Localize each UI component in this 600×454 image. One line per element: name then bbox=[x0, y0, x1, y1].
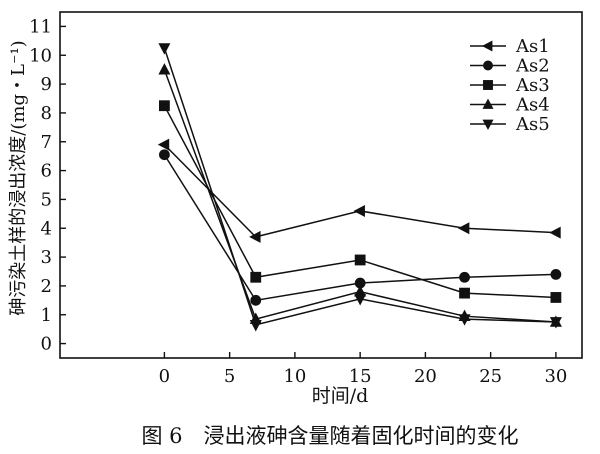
y-tick-label: 10 bbox=[29, 45, 52, 66]
data-point bbox=[458, 314, 471, 326]
x-tick-label: 15 bbox=[349, 366, 372, 387]
data-point bbox=[550, 292, 562, 303]
x-tick-label: 20 bbox=[414, 366, 437, 387]
data-point bbox=[549, 317, 562, 329]
series-as1 bbox=[157, 138, 561, 243]
data-point bbox=[249, 230, 261, 243]
legend-item: As4 bbox=[470, 95, 550, 116]
y-tick-label: 5 bbox=[41, 189, 52, 210]
data-point bbox=[159, 149, 170, 161]
series-as4 bbox=[158, 63, 562, 327]
x-tick-label: 5 bbox=[224, 366, 235, 387]
data-point bbox=[549, 226, 561, 239]
y-tick-label: 11 bbox=[29, 16, 52, 37]
legend-item: As2 bbox=[470, 56, 550, 77]
data-point bbox=[353, 204, 365, 217]
y-tick-label: 3 bbox=[41, 247, 52, 268]
legend-item: As1 bbox=[470, 36, 550, 57]
y-tick-label: 2 bbox=[41, 276, 52, 297]
y-tick-label: 4 bbox=[41, 218, 52, 239]
data-point bbox=[158, 43, 171, 55]
x-tick-label: 25 bbox=[479, 366, 502, 387]
data-point bbox=[457, 222, 470, 235]
series-line bbox=[163, 144, 556, 238]
legend-marker bbox=[482, 98, 494, 109]
legend-item: As5 bbox=[470, 114, 550, 135]
data-point bbox=[354, 254, 366, 266]
data-point bbox=[249, 320, 262, 332]
legend-label: As1 bbox=[515, 36, 550, 57]
data-point bbox=[250, 271, 262, 283]
x-axis-label: 时间/d bbox=[312, 385, 369, 407]
series-as5 bbox=[158, 43, 562, 332]
legend-label: As2 bbox=[515, 56, 550, 77]
data-point bbox=[459, 287, 470, 299]
legend-marker bbox=[482, 119, 494, 131]
figure-caption: 图 6 浸出液砷含量随着固化时间的变化 bbox=[141, 424, 518, 448]
y-tick-label: 1 bbox=[41, 305, 52, 326]
legend-marker bbox=[481, 40, 493, 52]
data-point bbox=[459, 271, 470, 283]
data-point bbox=[250, 294, 262, 306]
data-point bbox=[158, 63, 171, 75]
y-axis-label: 砷污染土样的浸出浓度/(mg・L⁻¹) bbox=[8, 40, 29, 315]
series-as3 bbox=[159, 100, 562, 303]
data-point bbox=[354, 285, 367, 297]
y-tick-label: 8 bbox=[41, 103, 52, 124]
plot-frame bbox=[59, 11, 583, 359]
legend-label: As4 bbox=[515, 95, 550, 116]
data-point bbox=[354, 277, 366, 289]
series-line bbox=[163, 105, 556, 299]
series-as2 bbox=[159, 149, 562, 306]
legend-label: As3 bbox=[515, 75, 550, 96]
x-tick-label: 0 bbox=[159, 366, 170, 387]
data-point bbox=[159, 100, 170, 112]
x-tick-label: 10 bbox=[283, 366, 306, 387]
plot-area: 0 1 2 3 4 5 6 7 8 9 10 11 0 5 10 15 20 25 30 As1As2As3As4As… bbox=[29, 11, 583, 387]
y-tick-label: 0 bbox=[41, 334, 52, 355]
x-tick-label: 30 bbox=[544, 366, 567, 387]
legend-label: As5 bbox=[515, 114, 550, 135]
legend-marker bbox=[483, 80, 493, 90]
data-point bbox=[550, 268, 562, 280]
legend-marker bbox=[483, 60, 493, 71]
data-point bbox=[354, 294, 367, 306]
legend-item: As3 bbox=[470, 75, 550, 96]
y-tick-label: 9 bbox=[41, 74, 52, 95]
y-tick-label: 7 bbox=[41, 132, 52, 153]
data-point bbox=[157, 138, 170, 151]
y-tick-label: 6 bbox=[41, 161, 52, 182]
